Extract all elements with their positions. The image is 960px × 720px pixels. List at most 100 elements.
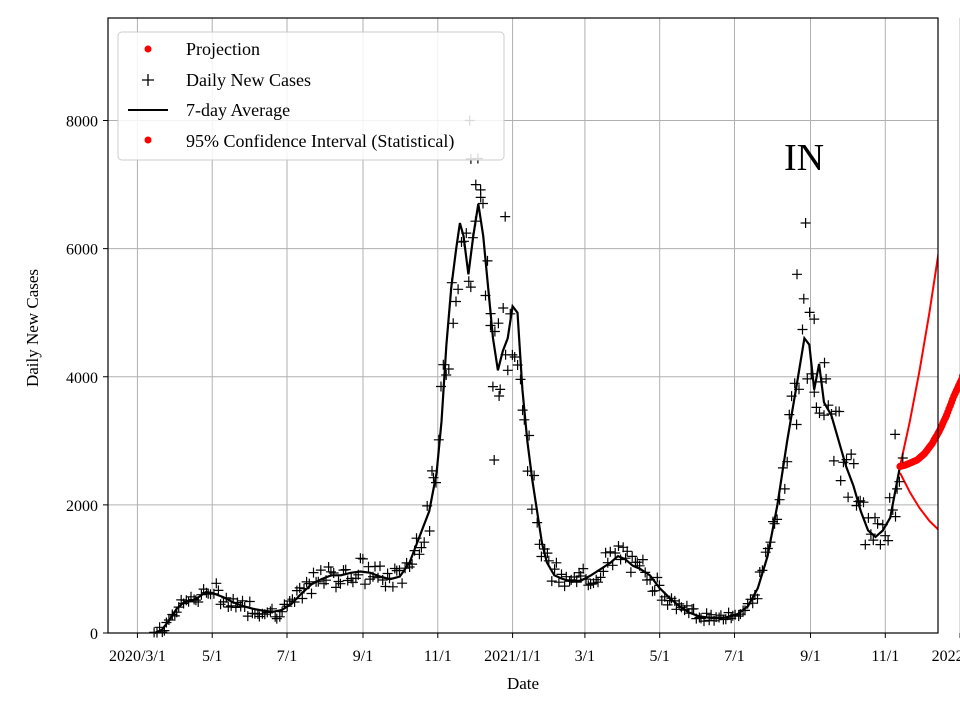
daily-case-point	[433, 434, 444, 445]
daily-case-point	[461, 228, 472, 239]
daily-case-point	[890, 511, 901, 522]
daily-case-point	[791, 419, 802, 430]
daily-case-point	[740, 605, 750, 616]
daily-case-point	[277, 606, 288, 617]
daily-case-point	[797, 324, 808, 335]
legend-box	[117, 31, 505, 161]
daily-case-point	[436, 381, 446, 392]
daily-case-point	[448, 318, 459, 329]
daily-case-point	[422, 500, 433, 511]
daily-case-point	[221, 592, 232, 603]
daily-case-point	[762, 543, 773, 554]
daily-case-point	[841, 454, 852, 465]
y-tick-label: 0	[90, 626, 98, 643]
daily-case-point	[819, 410, 829, 421]
daily-case-point	[620, 553, 631, 564]
daily-case-point	[183, 596, 194, 607]
daily-case-point	[294, 582, 305, 593]
daily-case-point	[865, 529, 876, 540]
daily-case-point	[495, 384, 506, 395]
daily-case-point	[424, 526, 435, 536]
daily-case-point	[715, 610, 726, 621]
daily-case-point	[649, 585, 660, 596]
y-tick-label: 2000	[66, 498, 98, 515]
legend-item-daily-cases: Daily New Cases	[142, 70, 311, 90]
daily-case-point	[463, 276, 474, 287]
daily-case-point	[809, 314, 820, 325]
x-tick-label: 11/1	[424, 648, 452, 665]
daily-case-point	[427, 465, 437, 476]
x-tick-label: 5/1	[202, 648, 222, 665]
daily-case-point	[625, 567, 636, 578]
daily-case-point	[289, 597, 300, 607]
daily-case-point	[800, 218, 811, 228]
y-tick-label: 8000	[66, 114, 98, 131]
daily-case-point	[328, 568, 339, 578]
daily-case-point	[190, 595, 201, 606]
daily-case-point	[438, 359, 449, 370]
daily-case-point	[414, 549, 425, 560]
daily-case-point	[571, 577, 582, 588]
daily-case-point	[765, 537, 776, 548]
daily-case-point	[786, 391, 797, 402]
daily-case-point	[549, 564, 560, 575]
legend-daily-cases-marker	[142, 74, 154, 86]
daily-case-point	[539, 544, 550, 554]
daily-case-point	[600, 547, 611, 558]
daily-case-point	[546, 576, 557, 587]
daily-case-point	[428, 472, 439, 483]
daily-case-point	[487, 381, 498, 392]
daily-case-point	[542, 548, 553, 559]
daily-case-point	[553, 577, 564, 588]
daily-case-point	[645, 574, 656, 585]
daily-case-point	[368, 571, 378, 582]
daily-case-point	[662, 599, 673, 610]
daily-case-point	[489, 326, 500, 337]
daily-case-point	[493, 318, 504, 329]
daily-case-point	[890, 429, 901, 440]
daily-case-point	[485, 320, 496, 331]
daily-case-point	[768, 516, 778, 527]
legend-item-confidence-interval: 95% Confidence Interval (Statistical)	[144, 131, 454, 152]
daily-case-point	[333, 576, 344, 587]
daily-case-point	[605, 546, 616, 557]
daily-case-point	[792, 269, 802, 280]
daily-case-point	[701, 608, 712, 619]
daily-case-point	[451, 296, 461, 307]
daily-case-point	[443, 364, 454, 374]
daily-case-point	[774, 494, 785, 505]
daily-case-point	[189, 594, 200, 605]
legend-projection-marker	[144, 45, 152, 53]
daily-case-point	[671, 604, 682, 615]
plot-frame	[107, 17, 939, 634]
x-tick-label: 11/1	[871, 648, 899, 665]
daily-case-point	[301, 576, 312, 587]
daily-case-point	[480, 290, 491, 301]
daily-case-point	[467, 232, 478, 243]
daily-case-point	[519, 414, 530, 425]
daily-case-point	[804, 307, 815, 318]
daily-case-point	[313, 576, 324, 587]
daily-case-point	[494, 391, 505, 401]
daily-case-point	[282, 601, 293, 612]
daily-case-point	[411, 533, 422, 544]
daily-case-point	[475, 192, 486, 203]
daily-case-point	[798, 293, 809, 304]
daily-case-point	[163, 615, 174, 625]
daily-case-point	[688, 603, 699, 614]
daily-case-point	[267, 603, 277, 614]
daily-case-point	[416, 542, 427, 553]
daily-case-point	[512, 360, 523, 370]
daily-case-point	[598, 566, 609, 577]
daily-case-point	[239, 602, 250, 612]
daily-case-point	[237, 595, 248, 606]
daily-case-point	[456, 237, 467, 247]
daily-case-point	[543, 555, 554, 566]
daily-case-point	[532, 517, 543, 528]
daily-case-point	[230, 602, 241, 613]
y-tick-label: 4000	[66, 370, 98, 387]
daily-case-point	[161, 617, 172, 628]
daily-case-point	[884, 492, 895, 503]
daily-case-point	[826, 409, 837, 419]
x-tick-label: 7/1	[277, 648, 297, 665]
